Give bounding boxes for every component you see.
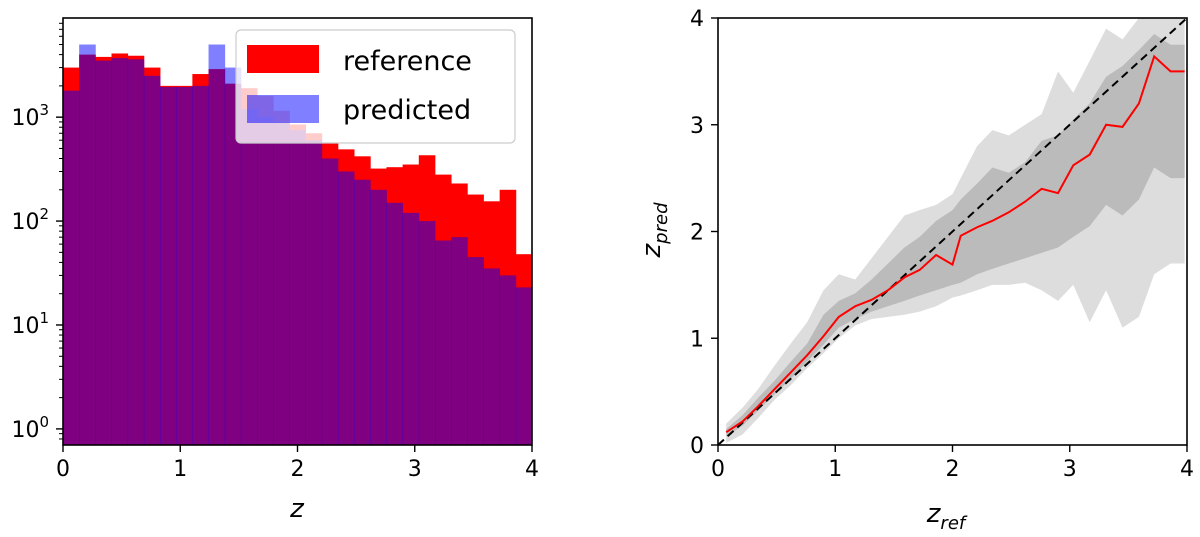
histogram-panel: 0 1 2 3 4 100 101 102 103 z reference predicted [11,17,539,524]
comparison-y-ticks: 0 1 2 3 4 [690,7,718,459]
hist-xtick-label: 2 [291,457,305,482]
hist-bar-predicted-26 [483,268,501,445]
hist-bar-predicted-15 [305,140,323,446]
scatter-band-1 [726,34,1185,437]
hist-bar-predicted-14 [289,130,306,446]
hist-bar-predicted-2 [95,60,112,445]
hist-bar-predicted-24 [451,237,468,445]
hist-bar-predicted-13 [273,121,290,445]
hist-bar-predicted-12 [257,117,274,446]
hist-bar-predicted-20 [386,202,404,445]
histogram-y-ticks: 100 101 102 103 [11,22,63,443]
comparison-x-ticks: 0 1 2 3 4 [711,445,1194,482]
comparison-xtick-label: 2 [946,457,960,482]
comparison-ytick-label: 1 [690,327,704,352]
hist-xtick-label: 3 [408,457,422,482]
hist-bar-predicted-4 [127,59,145,445]
identity-dashed-line [717,17,1188,446]
hist-bar-predicted-9 [208,44,226,445]
comparison-ytick-label: 0 [690,434,704,459]
hist-ytick-label: 101 [11,309,49,339]
hist-bar-predicted-7 [176,87,193,446]
legend-label-predicted: predicted [343,95,471,126]
comparison-ytick-label: 3 [690,114,704,139]
comparison-ytick-label: 4 [690,7,704,32]
hist-bar-predicted-0 [63,90,80,445]
histogram-bars [63,44,533,446]
comparison-xtick-label: 1 [828,457,842,482]
hist-bar-predicted-8 [192,85,209,446]
hist-bar-predicted-18 [354,179,371,445]
histogram-x-ticks: 0 1 2 3 4 [56,445,539,482]
hist-bar-predicted-23 [434,240,452,445]
comparison-xtick-label: 4 [1180,457,1194,482]
hist-bar-predicted-17 [337,171,355,445]
hist-ytick-label: 103 [11,101,49,131]
hist-bar-predicted-6 [160,87,177,446]
redshift-comparison-panel: 0 1 2 3 4 0 1 2 3 4 zref zpred [637,7,1194,534]
hist-ytick-label: 102 [11,205,49,235]
hist-xtick-label: 1 [173,457,187,482]
hist-bar-predicted-19 [370,189,387,445]
hist-bar-predicted-25 [467,257,484,445]
comparison-y-axis-label: zpred [637,202,672,259]
hist-bar-predicted-16 [321,158,339,445]
hist-bar-predicted-28 [515,287,533,445]
comparison-ytick-label: 2 [690,221,704,246]
hist-bar-predicted-11 [240,108,258,446]
hist-bar-predicted-5 [143,75,161,446]
legend-swatch-predicted [247,95,319,123]
legend-swatch-reference [247,45,319,73]
legend-label-reference: reference [343,46,472,77]
histogram-legend: reference predicted [235,29,516,144]
median-red-line [725,54,1185,434]
hist-bar-predicted-21 [402,212,420,445]
hist-xtick-label: 0 [56,457,70,482]
hist-bar-predicted-10 [224,67,242,446]
hist-bar-predicted-1 [79,44,96,445]
scatter-bands [726,18,1185,443]
hist-xtick-label: 4 [525,457,539,482]
hist-bar-predicted-3 [111,58,129,445]
comparison-xtick-label: 3 [1063,457,1077,482]
hist-bar-predicted-22 [418,221,436,445]
histogram-x-axis-label: z [289,494,305,524]
comparison-x-axis-label: zref [926,499,968,534]
hist-bar-predicted-27 [499,275,517,445]
hist-ytick-label: 100 [11,413,49,443]
comparison-xtick-label: 0 [711,457,725,482]
